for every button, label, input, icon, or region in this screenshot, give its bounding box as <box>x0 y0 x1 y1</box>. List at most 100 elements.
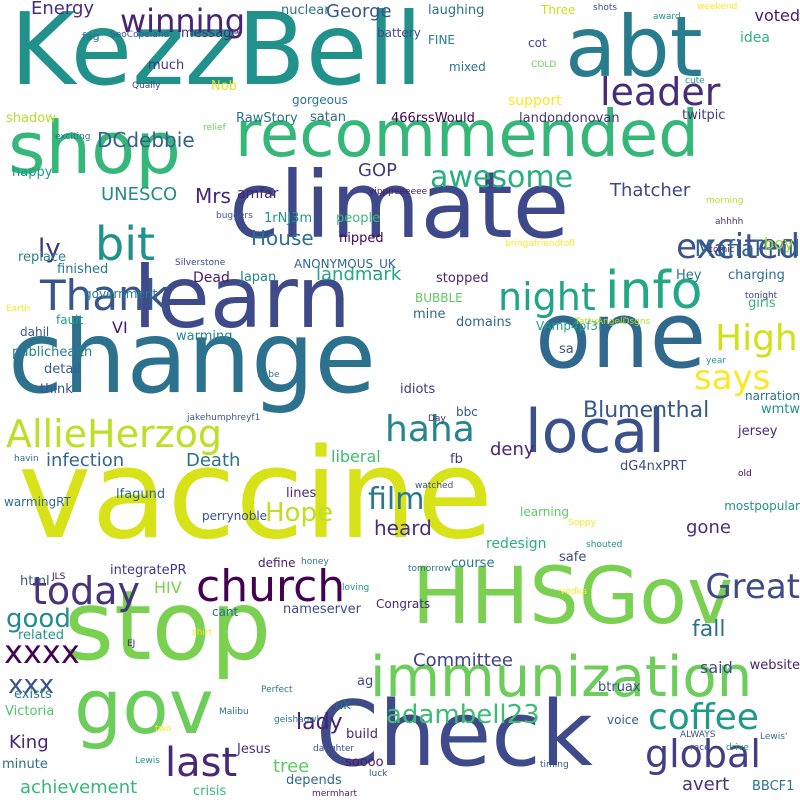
cloud-word: FINE <box>428 33 455 47</box>
cloud-word: sa <box>559 342 574 357</box>
cloud-word: ag <box>357 674 374 689</box>
cloud-word: voice <box>607 713 639 727</box>
cloud-word: cant <box>212 605 239 619</box>
cloud-word: awesome <box>430 160 574 195</box>
cloud-word: happy <box>12 165 53 180</box>
cloud-word: ahhhh <box>715 217 744 227</box>
cloud-word: build <box>346 727 378 742</box>
cloud-word: learn <box>133 248 351 348</box>
cloud-word: message <box>181 26 240 41</box>
cloud-word: today <box>32 569 141 613</box>
cloud-word: fag <box>82 30 100 43</box>
cloud-word: fb <box>450 452 463 467</box>
cloud-word: award <box>653 12 681 22</box>
cloud-word: redesign <box>486 536 547 552</box>
cloud-word: heard <box>374 516 432 540</box>
cloud-word: buggers <box>216 211 253 221</box>
cloud-word: btruax <box>598 680 641 695</box>
cloud-word: HIV <box>154 578 182 597</box>
cloud-word: xxx <box>8 670 55 700</box>
cloud-word: race <box>690 743 710 753</box>
cloud-word: excited <box>676 227 800 267</box>
cloud-word: Day <box>428 414 446 424</box>
cloud-word: cot <box>528 36 547 50</box>
cloud-word: immunization <box>370 645 753 710</box>
cloud-word: infection <box>46 450 125 471</box>
cloud-word: idea <box>740 30 770 46</box>
cloud-word: people <box>336 211 381 226</box>
cloud-word: Soppy <box>568 518 596 528</box>
cloud-word: shots <box>593 3 618 13</box>
cloud-word: laughing <box>428 3 485 18</box>
cloud-word: two <box>155 724 172 734</box>
cloud-word: Nob <box>211 79 237 94</box>
cloud-word: church <box>196 561 346 612</box>
cloud-word: ANONYMOUS_UK <box>294 257 396 271</box>
cloud-word: xxxx <box>4 633 80 671</box>
cloud-word: last <box>165 740 238 786</box>
cloud-word: avert <box>682 774 730 795</box>
cloud-word: havin <box>14 454 39 464</box>
cloud-word: shop <box>8 106 181 190</box>
cloud-word: haha <box>385 409 475 450</box>
cloud-word: House <box>251 226 314 250</box>
cloud-word: jersey <box>738 424 778 439</box>
cloud-word: Dead <box>193 270 230 286</box>
cloud-word: define <box>258 556 296 570</box>
cloud-word: nipped <box>339 231 384 246</box>
cloud-word: girls <box>748 296 776 311</box>
cloud-word: publichealth <box>12 345 93 360</box>
cloud-word: wmtw <box>760 402 800 417</box>
cloud-word: leader <box>600 70 721 114</box>
cloud-word: drive <box>726 743 749 753</box>
cloud-word: nuclear <box>281 3 330 18</box>
cloud-word: narration <box>745 389 800 403</box>
cloud-word: RawStory <box>236 111 298 126</box>
cloud-word: vaccine <box>18 423 494 567</box>
cloud-word: course <box>451 556 495 571</box>
cloud-word: Earth <box>6 304 31 314</box>
cloud-word: support <box>508 93 562 109</box>
cloud-word: liberal <box>331 447 381 466</box>
cloud-word: babe <box>257 370 280 380</box>
cloud-word: replace <box>18 250 67 265</box>
cloud-word: cute <box>685 76 705 86</box>
cloud-word: tonight <box>745 291 778 301</box>
cloud-word: depends <box>286 773 342 788</box>
cloud-word: said <box>700 658 733 677</box>
cloud-word: deny <box>490 439 535 460</box>
cloud-word: Energy <box>31 0 95 19</box>
cloud-word: Three <box>541 3 576 17</box>
cloud-word: twitpic <box>682 108 726 123</box>
cloud-word: gorgeous <box>292 93 348 107</box>
cloud-word: warming <box>176 329 233 344</box>
cloud-word: Congrats <box>376 597 431 611</box>
cloud-word: one <box>535 282 707 389</box>
cloud-word: idiots <box>400 382 436 397</box>
cloud-word: landondonovan <box>519 111 620 126</box>
cloud-word: battery <box>377 26 421 40</box>
cloud-word: bringafriendtofl <box>505 239 575 249</box>
cloud-word: BUBBLE <box>415 291 463 305</box>
cloud-word: UNESCO <box>101 184 178 205</box>
cloud-word: shouted <box>586 540 623 550</box>
cloud-word: tree <box>273 756 310 777</box>
cloud-word: good <box>6 604 71 634</box>
cloud-word: Malibu <box>219 707 249 717</box>
cloud-word: website <box>749 658 800 673</box>
cloud-word: gov <box>74 662 214 751</box>
cloud-word: boy <box>764 234 794 253</box>
cloud-word: dahil <box>20 325 50 339</box>
cloud-word: High <box>715 318 798 359</box>
cloud-word: GOP <box>358 160 397 181</box>
cloud-word: honey <box>301 557 329 567</box>
cloud-word: loving <box>342 583 370 593</box>
cloud-word: COLD <box>531 60 557 70</box>
cloud-word: night <box>498 275 596 319</box>
cloud-word: mermhart <box>312 789 358 799</box>
cloud-word: adambell23 <box>386 700 540 730</box>
cloud-word: ly <box>38 234 61 264</box>
cloud-word: ALWAYS <box>680 730 716 740</box>
cloud-word: tomorrow <box>408 564 452 574</box>
cloud-word: jakehumphreyf1 <box>187 413 261 423</box>
